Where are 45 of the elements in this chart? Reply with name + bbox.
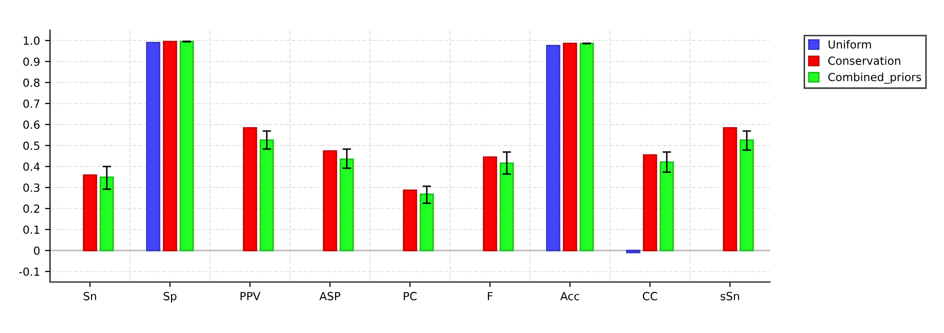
bar — [180, 40, 194, 252]
bar — [420, 194, 434, 252]
bar — [642, 154, 658, 252]
y-tick-label: 0.1 — [23, 225, 40, 234]
bar — [580, 42, 594, 252]
y-tick-label: 0.5 — [23, 141, 40, 150]
bar — [146, 42, 160, 252]
y-tick-label: 0.7 — [23, 99, 40, 108]
x-tick-label: sSn — [720, 292, 739, 300]
x-tick-label: ASP — [319, 292, 340, 300]
legend-label: Combined_priors — [828, 72, 922, 84]
y-tick-label: 0.2 — [23, 204, 40, 213]
bar — [340, 158, 354, 252]
y-tick-label: 0.9 — [23, 57, 40, 66]
y-tick-label: 0 — [34, 246, 40, 255]
bar — [100, 176, 114, 252]
y-tick-label: 0.6 — [23, 120, 40, 129]
bar — [660, 161, 674, 252]
y-tick-label: -0.1 — [19, 267, 40, 276]
bar — [546, 44, 560, 252]
x-tick-label: Sp — [164, 292, 176, 302]
legend-label: Conservation — [828, 56, 900, 65]
bar — [82, 174, 98, 252]
x-tick-label: Sn — [84, 292, 96, 300]
y-tick-label: 0.3 — [23, 183, 40, 192]
x-tick-label: CC — [642, 292, 658, 300]
bar — [242, 127, 258, 252]
x-tick-label: PC — [404, 292, 417, 300]
bar — [562, 42, 578, 252]
y-tick-label: 0.4 — [23, 162, 40, 171]
y-tick-label: 0.8 — [23, 78, 40, 87]
y-tick-label: 1.0 — [24, 36, 40, 45]
bar — [626, 250, 640, 254]
bar — [260, 139, 274, 252]
x-tick-label: Acc — [560, 292, 580, 300]
legend-label: Uniform — [828, 40, 871, 49]
bar — [322, 150, 338, 252]
bar — [722, 127, 738, 252]
x-tick-label: F — [488, 292, 493, 300]
bar — [402, 190, 418, 252]
bar — [500, 162, 514, 252]
bar — [482, 156, 498, 252]
x-tick-label: PPV — [240, 292, 260, 300]
bar — [162, 40, 178, 252]
bar — [740, 139, 754, 252]
